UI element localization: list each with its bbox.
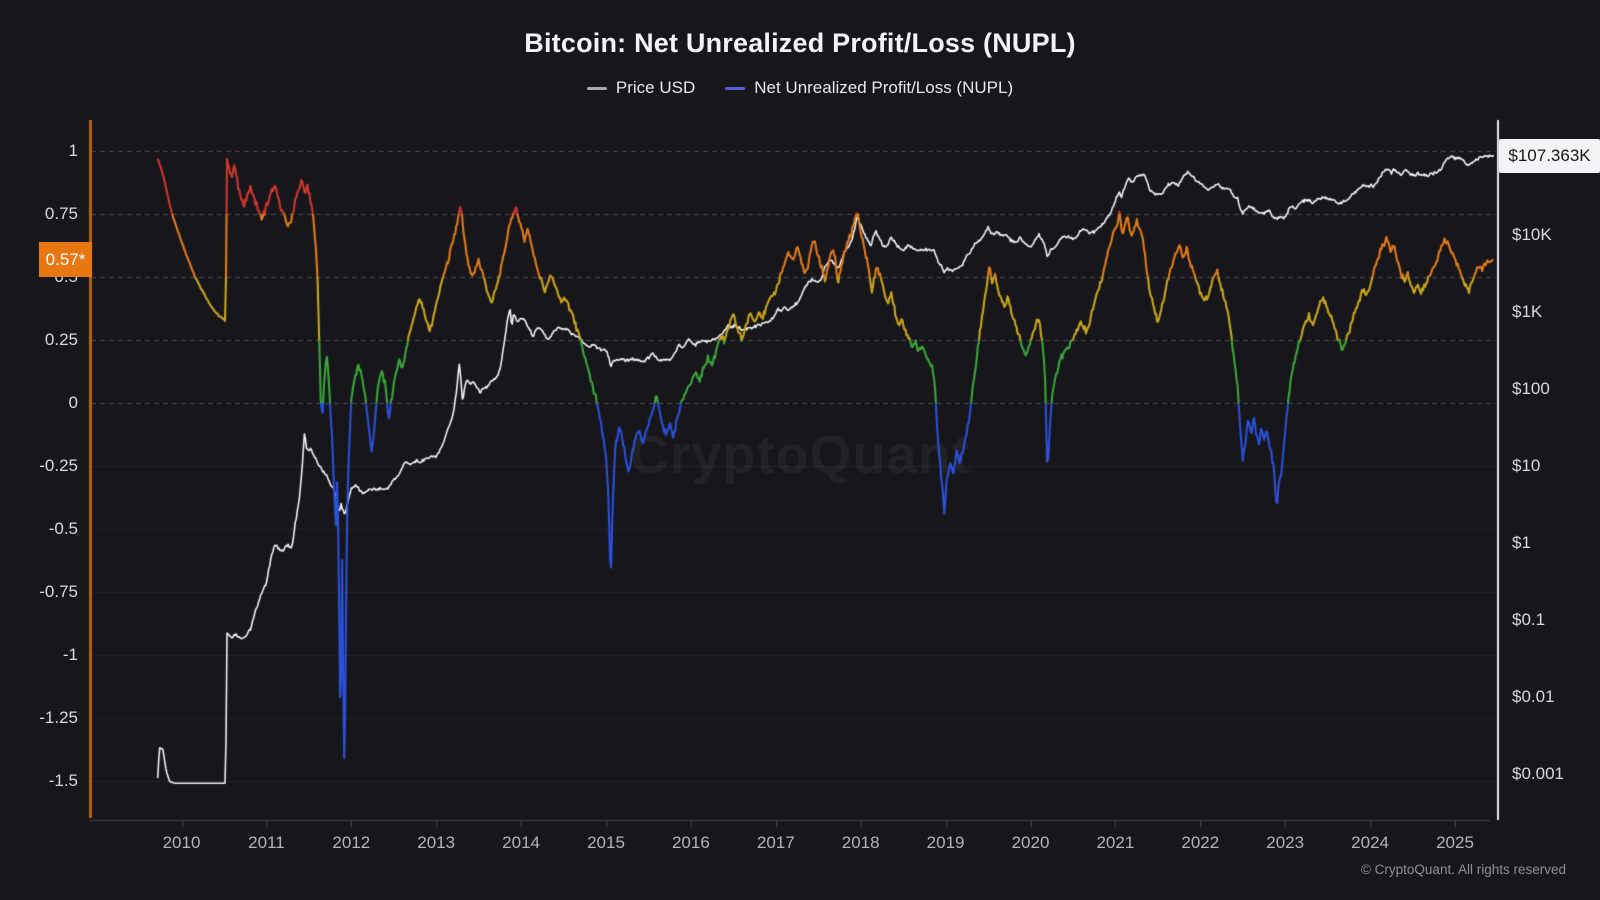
left-axis-tick: 0.75: [44, 204, 78, 223]
x-axis-tick: 2014: [502, 833, 540, 852]
right-axis-tick: $1K: [1512, 302, 1543, 321]
right-axis-tick: $1: [1512, 533, 1531, 552]
left-axis-tick: 0: [68, 393, 78, 412]
x-axis-tick: 2025: [1436, 833, 1474, 852]
copyright-text: © CryptoQuant. All rights reserved: [1360, 862, 1566, 877]
nupl-current-badge: 0.57*: [39, 241, 92, 277]
left-axis-tick: -1: [62, 645, 78, 664]
x-axis-tick: 2011: [248, 833, 285, 852]
left-axis-tick: 1: [68, 141, 78, 160]
left-axis-tick: -0.25: [39, 456, 78, 475]
x-axis-tick: 2012: [332, 833, 371, 852]
right-axis-tick: $0.1: [1512, 610, 1546, 629]
right-axis-tick: $10: [1512, 456, 1541, 475]
x-axis-tick: 2010: [162, 833, 201, 852]
right-axis-tick: $100: [1512, 379, 1550, 398]
price-current-badge: $107.363K: [1499, 138, 1600, 173]
x-axis-tick: 2019: [926, 833, 965, 852]
x-axis-tick: 2022: [1181, 833, 1220, 852]
x-axis-tick: 2013: [417, 833, 456, 852]
left-axis-tick: -0.5: [48, 519, 78, 538]
x-axis-tick: 2017: [756, 833, 795, 852]
x-axis-tick: 2023: [1266, 833, 1305, 852]
left-axis-tick: -1.25: [39, 708, 78, 727]
x-axis-tick: 2020: [1011, 833, 1050, 852]
x-axis-tick: 2024: [1351, 833, 1389, 852]
right-axis-tick: $0.001: [1512, 764, 1564, 783]
x-axis-tick: 2016: [671, 833, 710, 852]
x-axis-tick: 2021: [1096, 833, 1135, 852]
right-axis-tick: $0.01: [1512, 687, 1555, 706]
left-axis-tick: 0.25: [44, 330, 78, 349]
x-axis-tick: 2018: [841, 833, 880, 852]
left-axis-tick: -0.75: [39, 582, 78, 601]
right-axis-tick: $10K: [1512, 225, 1552, 244]
x-axis-tick: 2015: [587, 833, 625, 852]
left-axis-tick: -1.5: [48, 771, 78, 790]
